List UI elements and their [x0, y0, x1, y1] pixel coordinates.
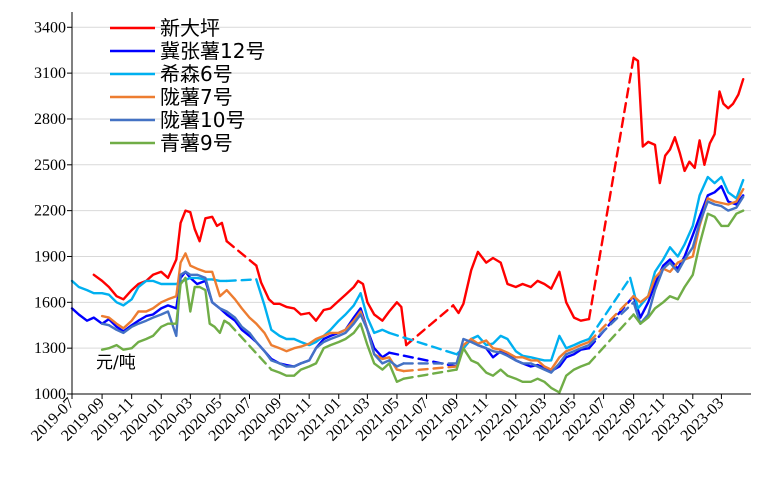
series-line [100, 270, 405, 368]
series-gap-line [225, 278, 258, 283]
series-gap-line [388, 331, 458, 356]
series-line [255, 264, 408, 347]
x-axis-tick-labels: 2019-072019-092019-112020-012020-032020-… [28, 395, 727, 445]
unit-label: 元/吨 [96, 353, 136, 373]
y-tick-label: 3100 [34, 65, 66, 82]
y-tick-label: 1600 [34, 294, 66, 311]
y-tick-label: 1300 [34, 340, 66, 357]
series-line [452, 250, 591, 322]
y-tick-label: 2500 [34, 157, 66, 174]
series-gap-line [587, 56, 635, 321]
series-line [270, 322, 405, 383]
y-axis-tick-labels: 1000 1300 1600 1900 2200 2500 2800 3100 3400 [34, 19, 66, 403]
legend-label: 新大坪 [160, 16, 220, 40]
series-gap-line [587, 301, 635, 347]
series-line [92, 209, 228, 301]
series-line [455, 337, 591, 374]
series-line [100, 252, 405, 373]
series-gap-line [587, 295, 635, 344]
series-gap-line [587, 313, 635, 365]
series-5 [100, 195, 745, 374]
legend-label: 青薯9号 [160, 131, 233, 155]
series-line [632, 185, 745, 319]
legend-label: 陇薯7号 [160, 85, 233, 109]
chart-axes [67, 12, 751, 399]
series-line [632, 188, 745, 304]
series-gap-line [587, 276, 632, 341]
series-4 [100, 188, 745, 373]
series-line [632, 195, 745, 325]
series-line [632, 209, 745, 325]
series-line [70, 276, 228, 307]
y-tick-label: 3400 [34, 19, 66, 36]
legend-label: 冀张薯12号 [160, 39, 265, 63]
legend-label: 陇薯10号 [160, 108, 245, 132]
y-tick-label: 1000 [34, 386, 66, 403]
series-gap-line [402, 368, 458, 380]
series-gap-line [388, 351, 458, 368]
series-line [455, 334, 591, 362]
series-line [632, 56, 745, 185]
series-gap-line [405, 304, 455, 347]
series-lines [70, 56, 745, 394]
series-line [455, 337, 591, 371]
y-tick-label: 1900 [34, 248, 66, 265]
series-6 [100, 209, 745, 394]
series-line [100, 276, 231, 351]
series-line [455, 347, 591, 394]
y-tick-label: 2800 [34, 111, 66, 128]
series-gap-line [225, 240, 258, 267]
legend-label: 希森6号 [160, 62, 233, 86]
series-1 [92, 56, 745, 347]
series-gap-line [227, 322, 273, 371]
series-gap-line [402, 365, 458, 373]
y-tick-label: 2200 [34, 203, 66, 220]
